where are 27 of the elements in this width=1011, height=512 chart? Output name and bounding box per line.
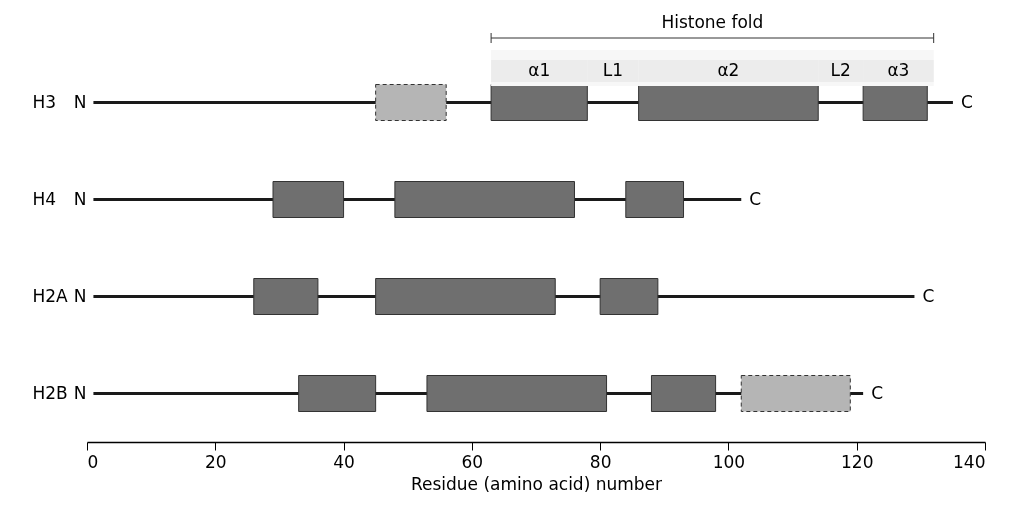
band-label: α1 [528, 60, 551, 80]
x-tick-label: 0 [87, 451, 99, 472]
y-tick-label: H4 [32, 188, 57, 209]
y-tick-label: H3 [32, 91, 57, 112]
x-tick-label: 140 [953, 451, 986, 472]
band-label: α3 [887, 60, 910, 80]
y-tick-label: H2B [32, 382, 68, 403]
x-tick-label: 60 [461, 451, 484, 472]
x-tick-label: 40 [333, 451, 355, 472]
band-label: α2 [717, 60, 740, 80]
x-axis-title: Residue (amino acid) number [410, 473, 663, 494]
annotation: C [871, 382, 883, 403]
annotation: C [922, 285, 935, 306]
annotation: N [73, 188, 87, 209]
x-tick-label: 120 [840, 451, 874, 472]
x-tick-label: 80 [589, 451, 612, 472]
annotation: C [749, 188, 762, 209]
band-label: L1 [602, 60, 624, 80]
x-tick-label: 100 [712, 451, 746, 472]
x-tick-label: 20 [204, 451, 227, 472]
annotation: N [73, 382, 87, 403]
annotation: N [73, 285, 87, 306]
annotation: N [73, 91, 87, 112]
band-label: L2 [830, 60, 851, 80]
annotation: C [960, 91, 973, 112]
y-tick-label: H2A [32, 285, 69, 306]
band-label: Histone fold [661, 12, 764, 32]
